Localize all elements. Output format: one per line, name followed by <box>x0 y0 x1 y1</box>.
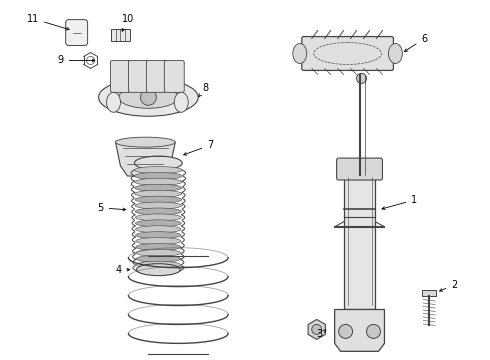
FancyBboxPatch shape <box>147 60 166 92</box>
Ellipse shape <box>134 167 182 174</box>
Bar <box>343 172 375 310</box>
Ellipse shape <box>135 172 182 179</box>
Ellipse shape <box>134 156 182 170</box>
Polygon shape <box>308 319 325 339</box>
Text: 7: 7 <box>184 140 213 155</box>
Ellipse shape <box>119 86 178 108</box>
Text: 8: 8 <box>199 84 208 96</box>
FancyBboxPatch shape <box>111 60 130 92</box>
Polygon shape <box>116 142 175 176</box>
Ellipse shape <box>136 226 181 233</box>
Text: 6: 6 <box>405 33 427 51</box>
Ellipse shape <box>135 202 182 209</box>
Bar <box>111 28 130 41</box>
Text: 4: 4 <box>116 265 130 275</box>
Text: 9: 9 <box>58 55 95 66</box>
Ellipse shape <box>136 231 181 239</box>
FancyBboxPatch shape <box>128 60 148 92</box>
Circle shape <box>339 324 353 338</box>
FancyBboxPatch shape <box>164 60 184 92</box>
Circle shape <box>141 89 156 105</box>
FancyBboxPatch shape <box>66 20 88 45</box>
Text: 10: 10 <box>122 14 135 31</box>
Text: 1: 1 <box>382 195 417 210</box>
Ellipse shape <box>135 179 182 185</box>
Ellipse shape <box>389 44 402 63</box>
Ellipse shape <box>135 184 182 191</box>
Ellipse shape <box>106 92 121 112</box>
Circle shape <box>367 324 380 338</box>
Ellipse shape <box>174 92 188 112</box>
Text: 5: 5 <box>98 203 126 213</box>
Circle shape <box>357 73 367 84</box>
Ellipse shape <box>293 44 307 63</box>
Ellipse shape <box>135 208 181 215</box>
Text: 3: 3 <box>317 329 326 339</box>
Ellipse shape <box>98 78 198 116</box>
Ellipse shape <box>136 238 181 244</box>
Polygon shape <box>335 310 385 351</box>
Ellipse shape <box>135 190 182 197</box>
Ellipse shape <box>135 220 181 227</box>
Ellipse shape <box>136 264 180 276</box>
Ellipse shape <box>136 243 181 251</box>
Bar <box>422 289 436 296</box>
Ellipse shape <box>136 255 180 262</box>
FancyBboxPatch shape <box>302 37 393 71</box>
Ellipse shape <box>136 267 180 274</box>
Circle shape <box>312 324 322 334</box>
FancyBboxPatch shape <box>337 158 383 180</box>
Ellipse shape <box>135 214 181 221</box>
Ellipse shape <box>116 137 175 147</box>
Text: 2: 2 <box>440 280 457 291</box>
Ellipse shape <box>136 249 181 256</box>
Ellipse shape <box>135 196 182 203</box>
Ellipse shape <box>136 261 180 268</box>
Text: 11: 11 <box>26 14 69 30</box>
